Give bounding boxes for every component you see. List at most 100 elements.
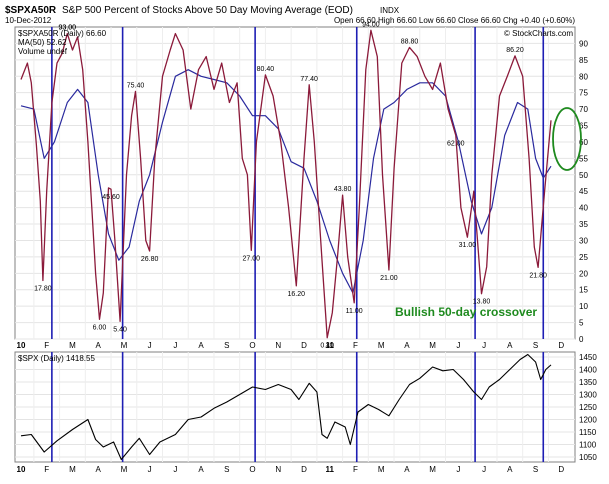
bottom-y-tick-label: 1250 — [579, 403, 597, 412]
x-month-label: F — [353, 465, 358, 474]
x-month-label: M — [69, 465, 76, 474]
x-month-label: M — [378, 341, 385, 350]
top-y-tick-label: 20 — [579, 269, 588, 278]
bottom-y-axis: 1050 1100 1150 1200 1250 1300 1350 1400 1450 — [579, 353, 597, 462]
x-year-label: 10 — [17, 465, 26, 474]
x-month-label: M — [429, 341, 436, 350]
annotation-crossover: Bullish 50-day crossover — [395, 305, 537, 319]
top-y-tick-label: 50 — [579, 171, 588, 180]
x-month-label: A — [404, 465, 410, 474]
x-month-label: A — [96, 341, 102, 350]
bottom-y-tick-label: 1200 — [579, 416, 597, 425]
exchange-label: INDX — [380, 6, 400, 15]
top-y-tick-label: 90 — [579, 39, 588, 48]
extreme-value-label: 62.00 — [447, 140, 465, 147]
x-month-label: D — [558, 465, 564, 474]
symbol-label: $SPXA50R — [5, 5, 57, 16]
x-month-label: J — [148, 465, 152, 474]
x-month-label: D — [301, 465, 307, 474]
extreme-value-label: 80.40 — [257, 66, 275, 73]
x-month-label: S — [533, 465, 538, 474]
bottom-series — [20, 353, 552, 461]
bottom-y-tick-label: 1100 — [579, 441, 597, 450]
extreme-value-label: 11.00 — [346, 308, 363, 315]
x-month-label: F — [353, 341, 358, 350]
extreme-value-label: 5.40 — [113, 326, 127, 333]
x-month-label: M — [69, 341, 76, 350]
x-month-label: J — [173, 341, 177, 350]
extreme-value-label: 77.40 — [300, 76, 318, 83]
extreme-value-label: 94.00 — [362, 21, 380, 28]
extreme-value-label: 86.20 — [506, 47, 524, 54]
extreme-value-label: 17.80 — [34, 286, 52, 293]
extreme-value-label: 43.80 — [334, 186, 352, 193]
x-month-label: S — [224, 465, 229, 474]
date-label: 10-Dec-2012 — [5, 16, 52, 25]
crossover-circle — [552, 107, 582, 171]
top-y-tick-label: 80 — [579, 72, 588, 81]
x-month-label: N — [275, 341, 281, 350]
spx-line — [20, 353, 552, 461]
top-grid — [15, 27, 575, 340]
x-month-label: A — [198, 341, 204, 350]
x-month-label: J — [456, 341, 460, 350]
extreme-value-label: 21.00 — [380, 275, 398, 282]
x-month-label: A — [198, 465, 204, 474]
legend-spxa50r: $SPXA50R (Daily) 66.60 — [18, 29, 107, 38]
extreme-value-label: 16.20 — [288, 291, 306, 298]
bottom-y-tick-label: 1400 — [579, 366, 597, 375]
bottom-y-tick-label: 1300 — [579, 391, 597, 400]
legend-ma50: MA(50) 52.62 — [18, 38, 67, 47]
x-month-label: N — [275, 465, 281, 474]
top-data-labels: 17.8093.006.0045.605.4075.4026.8093.0027… — [34, 21, 547, 349]
chart-title: S&P 500 Percent of Stocks Above 50 Day M… — [62, 5, 353, 16]
top-y-tick-label: 35 — [579, 220, 588, 229]
top-y-tick-label: 30 — [579, 236, 588, 245]
x-month-label: F — [44, 341, 49, 350]
top-y-axis: 0 5 10 15 20 25 30 35 40 45 50 55 60 65 70 75 80 85 90 — [579, 39, 588, 344]
extreme-value-label: 75.40 — [127, 82, 145, 89]
x-month-label: J — [456, 465, 460, 474]
x-year-label: 11 — [325, 465, 334, 474]
top-y-tick-label: 40 — [579, 204, 588, 213]
top-y-tick-label: 65 — [579, 122, 588, 131]
extreme-value-label: 31.00 — [459, 242, 477, 249]
extreme-value-label: 27.00 — [242, 255, 260, 262]
x-month-label: O — [249, 341, 255, 350]
x-month-label: A — [507, 465, 513, 474]
top-vertical-markers — [51, 27, 545, 339]
top-x-axis: 10 F M A M J J A S O N D 11 F M A M J J A S D — [17, 341, 565, 350]
ohlc-label: Open 66.60 High 66.60 Low 66.60 Close 66… — [334, 16, 575, 25]
bottom-y-tick-label: 1450 — [579, 353, 597, 362]
x-month-label: M — [121, 341, 128, 350]
x-month-label: J — [148, 341, 152, 350]
watermark: © StockCharts.com — [504, 29, 573, 38]
top-series — [20, 29, 552, 339]
x-year-label: 10 — [17, 341, 26, 350]
extreme-value-label: 45.60 — [102, 194, 120, 201]
top-y-tick-label: 10 — [579, 302, 588, 311]
x-month-label: D — [558, 341, 564, 350]
extreme-value-label: 0.40 — [320, 343, 334, 350]
legend-volume: Volume undef — [18, 47, 68, 56]
top-y-tick-label: 25 — [579, 253, 588, 262]
top-y-tick-label: 5 — [579, 319, 584, 328]
x-month-label: S — [224, 341, 229, 350]
top-y-tick-label: 0 — [579, 335, 584, 344]
ma50-line — [20, 69, 552, 294]
spxa50r-line — [20, 29, 552, 339]
x-month-label: M — [121, 465, 128, 474]
bottom-y-tick-label: 1350 — [579, 378, 597, 387]
x-month-label: M — [429, 465, 436, 474]
extreme-value-label: 21.80 — [529, 272, 547, 279]
top-panel — [14, 26, 576, 340]
top-y-tick-label: 70 — [579, 105, 588, 114]
x-month-label: A — [404, 341, 410, 350]
top-y-tick-label: 15 — [579, 286, 588, 295]
top-y-tick-label: 55 — [579, 154, 588, 163]
x-month-label: A — [96, 465, 102, 474]
top-y-tick-label: 85 — [579, 56, 588, 65]
x-month-label: S — [533, 341, 538, 350]
